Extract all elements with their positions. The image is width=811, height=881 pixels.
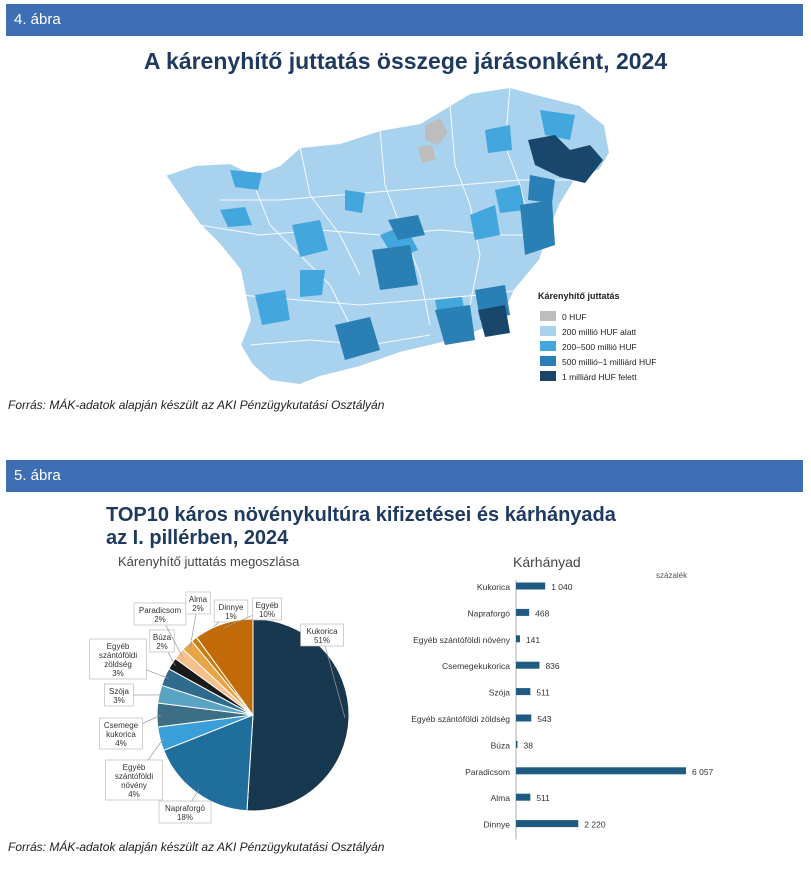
bar-value-label: 1 040 [551, 582, 573, 592]
map-title: A kárenyhítő juttatás összege járásonkén… [143, 48, 668, 74]
legend-swatch [540, 341, 556, 351]
legend-label: 0 HUF [562, 312, 587, 322]
bar-category-label: Dinnye [484, 820, 511, 830]
legend-label: 500 millió–1 milliárd HUF [562, 357, 656, 367]
legend-swatch [540, 356, 556, 366]
bar [516, 793, 531, 801]
pie-label-box [99, 717, 143, 750]
pie-slice-percent: 4% [115, 739, 127, 748]
bar-value-label: 543 [537, 714, 551, 724]
bar-category-label: Egyéb szántóföldi növény [413, 635, 511, 645]
pie-slice-label: Egyéb [107, 642, 130, 651]
bar-category-label: Egyéb szántóföldi zöldség [411, 714, 510, 724]
bar [516, 608, 530, 616]
pie-slice-percent: 1% [225, 612, 237, 621]
bar-chart: százalék Kukorica 1 040 Napraforgó 468 Egyéb … [411, 571, 714, 840]
bar-category-label: Alma [491, 793, 511, 803]
bar-category-label: Csemegekukorica [442, 661, 510, 671]
district-0huf-1 [425, 118, 448, 145]
pie-label-box [252, 597, 282, 621]
pie-slice-percent: 3% [112, 669, 124, 678]
pie-label-box [105, 759, 163, 801]
district-1bn-south [478, 305, 510, 337]
pie-slice-label: szántóföldi [99, 651, 137, 660]
bar-category-label: Paradicsom [465, 767, 510, 777]
bar-unit-label: százalék [656, 571, 688, 580]
pie-chart-title: Kárenyhítő juttatás megoszlása [118, 554, 300, 569]
pie-slice-percent: 2% [192, 604, 204, 613]
bar-value-label: 141 [526, 635, 540, 645]
chart-title-line-2: az I. pillérben, 2024 [106, 527, 289, 549]
pie-leader-line [321, 634, 346, 718]
pie-slice-label: Búza [153, 633, 172, 642]
district-0huf-2 [418, 145, 436, 163]
bar-category-label: Szója [489, 688, 511, 698]
figure-4-header: 4. ábra [6, 4, 803, 36]
bar-category-label: Kukorica [477, 582, 510, 592]
pie-slice-label: zöldség [104, 660, 132, 669]
legend-label: 200–500 millió HUF [562, 342, 637, 352]
pie-label-box [300, 623, 344, 647]
bar [516, 582, 546, 590]
pie-slice-label: szántóföldi [115, 772, 153, 781]
map-legend-title: Kárenyhítő juttatás [538, 291, 620, 301]
pie-slice-label: Egyéb [123, 763, 146, 772]
pie-slice-label: növény [121, 781, 147, 790]
legend-swatch [540, 371, 556, 381]
chart-title: TOP10 káros növénykultúra kifizetései és… [106, 504, 616, 550]
bar [516, 688, 531, 696]
bar-value-label: 38 [524, 740, 534, 750]
pie-slice-label: Napraforgó [165, 804, 206, 813]
figure-5-source: Forrás: MÁK-adatok alapján készült az AK… [8, 840, 385, 854]
district-1bn-north [528, 135, 603, 183]
figure-5-header: 5. ábra [6, 460, 803, 492]
pie-slice-label: Kukorica [306, 627, 338, 636]
bar [516, 714, 532, 722]
bar [516, 661, 540, 669]
bar-value-label: 836 [545, 661, 559, 671]
bar-chart-title: Kárhányad [513, 554, 581, 570]
pie-slice-label: Paradicsom [139, 606, 182, 615]
pie-label-box [158, 800, 212, 824]
hungary-choropleth-map: Kárenyhítő juttatás 0 HUF 200 millió HUF … [163, 85, 656, 387]
bar-value-label: 2 220 [584, 820, 606, 830]
pie-slice-label: Szója [109, 687, 130, 696]
legend-label: 200 millió HUF alatt [562, 327, 637, 337]
pie-slice-label: kukorica [106, 730, 136, 739]
bar-value-label: 468 [535, 608, 549, 618]
pie-slice-percent: 3% [113, 696, 125, 705]
bar-value-label: 6 057 [692, 767, 714, 777]
pie-slice-percent: 2% [156, 642, 168, 651]
figure-4-source: Forrás: MÁK-adatok alapján készült az AK… [8, 398, 385, 412]
pie-label-box [104, 683, 134, 707]
pie-slice-percent: 18% [177, 813, 193, 822]
bar-category-label: Búza [491, 740, 511, 750]
legend-swatch [540, 311, 556, 321]
bar [516, 740, 518, 748]
pie-slice-label: Csemege [104, 721, 139, 730]
pie-slice-percent: 10% [259, 610, 275, 619]
bar-value-label: 511 [536, 793, 550, 803]
bar [516, 767, 686, 775]
legend-swatch [540, 326, 556, 336]
pie-slice-label: Alma [189, 595, 208, 604]
bar-category-label: Napraforgó [467, 608, 510, 618]
pie-chart: Kukorica51%Napraforgó18%Egyébszántóföldi… [89, 591, 350, 824]
pie-label-box [89, 638, 147, 680]
pie-slice-percent: 2% [154, 615, 166, 624]
pie-slice-percent: 4% [128, 790, 140, 799]
pie-label-box [185, 591, 211, 615]
chart-title-line-1: TOP10 káros növénykultúra kifizetései és… [106, 504, 616, 526]
pie-slice-percent: 51% [314, 636, 330, 645]
legend-label: 1 milliárd HUF felett [562, 372, 637, 382]
map-legend: Kárenyhítő juttatás 0 HUF 200 millió HUF … [538, 291, 656, 382]
pie-slice-label: Egyéb [256, 601, 279, 610]
pie-slice-label: Dinnye [219, 603, 244, 612]
bar-value-label: 511 [536, 688, 550, 698]
bar [516, 820, 579, 828]
pie-slice [246, 618, 350, 812]
bar [516, 635, 520, 643]
